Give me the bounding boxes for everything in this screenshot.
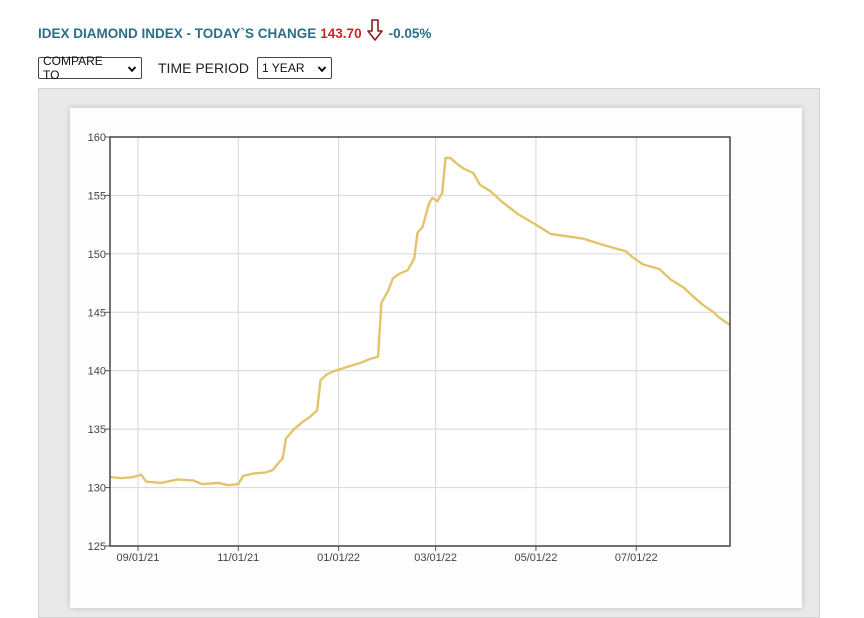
y-tick-label: 155: [88, 190, 106, 202]
index-title: IDEX DIAMOND INDEX - TODAY`S CHANGE: [38, 25, 317, 41]
change-percent: -0.05%: [388, 25, 432, 41]
y-tick-label: 160: [88, 132, 106, 144]
time-period-select[interactable]: 1 YEAR: [257, 57, 333, 79]
chevron-down-icon: [127, 63, 137, 73]
price-chart: 125 130 135 140 145 150 155 160 09/01/21 11/01/21…: [88, 132, 731, 564]
chart-controls: COMPARE TO TIME PERIOD 1 YEAR: [38, 54, 333, 82]
chevron-down-icon: [317, 63, 327, 73]
index-value: 143.70: [320, 25, 362, 41]
y-tick-label: 150: [88, 249, 106, 261]
time-period-value: 1 YEAR: [262, 61, 305, 75]
y-tick-label: 145: [88, 307, 106, 319]
compare-to-label: COMPARE TO: [43, 54, 103, 82]
x-tick-label: 09/01/21: [117, 552, 160, 564]
y-tick-label: 125: [88, 541, 106, 553]
series-line: [109, 156, 731, 487]
time-period-label: TIME PERIOD: [158, 60, 250, 76]
x-tick-label: 05/01/22: [515, 552, 558, 564]
arrow-down-icon: [366, 19, 383, 41]
x-tick-label: 07/01/22: [615, 552, 658, 564]
y-tick-label: 135: [88, 424, 106, 436]
plot-border: [109, 136, 731, 547]
x-tick-label: 01/01/22: [317, 552, 360, 564]
y-tick-label: 130: [88, 483, 106, 495]
y-tick-label: 140: [88, 366, 106, 378]
x-tick-label: 03/01/22: [414, 552, 457, 564]
plot-area: [110, 137, 730, 546]
compare-to-select[interactable]: COMPARE TO: [38, 54, 142, 82]
index-header: IDEX DIAMOND INDEX - TODAY`S CHANGE 143.…: [38, 19, 432, 44]
x-tick-label: 11/01/21: [217, 552, 259, 564]
